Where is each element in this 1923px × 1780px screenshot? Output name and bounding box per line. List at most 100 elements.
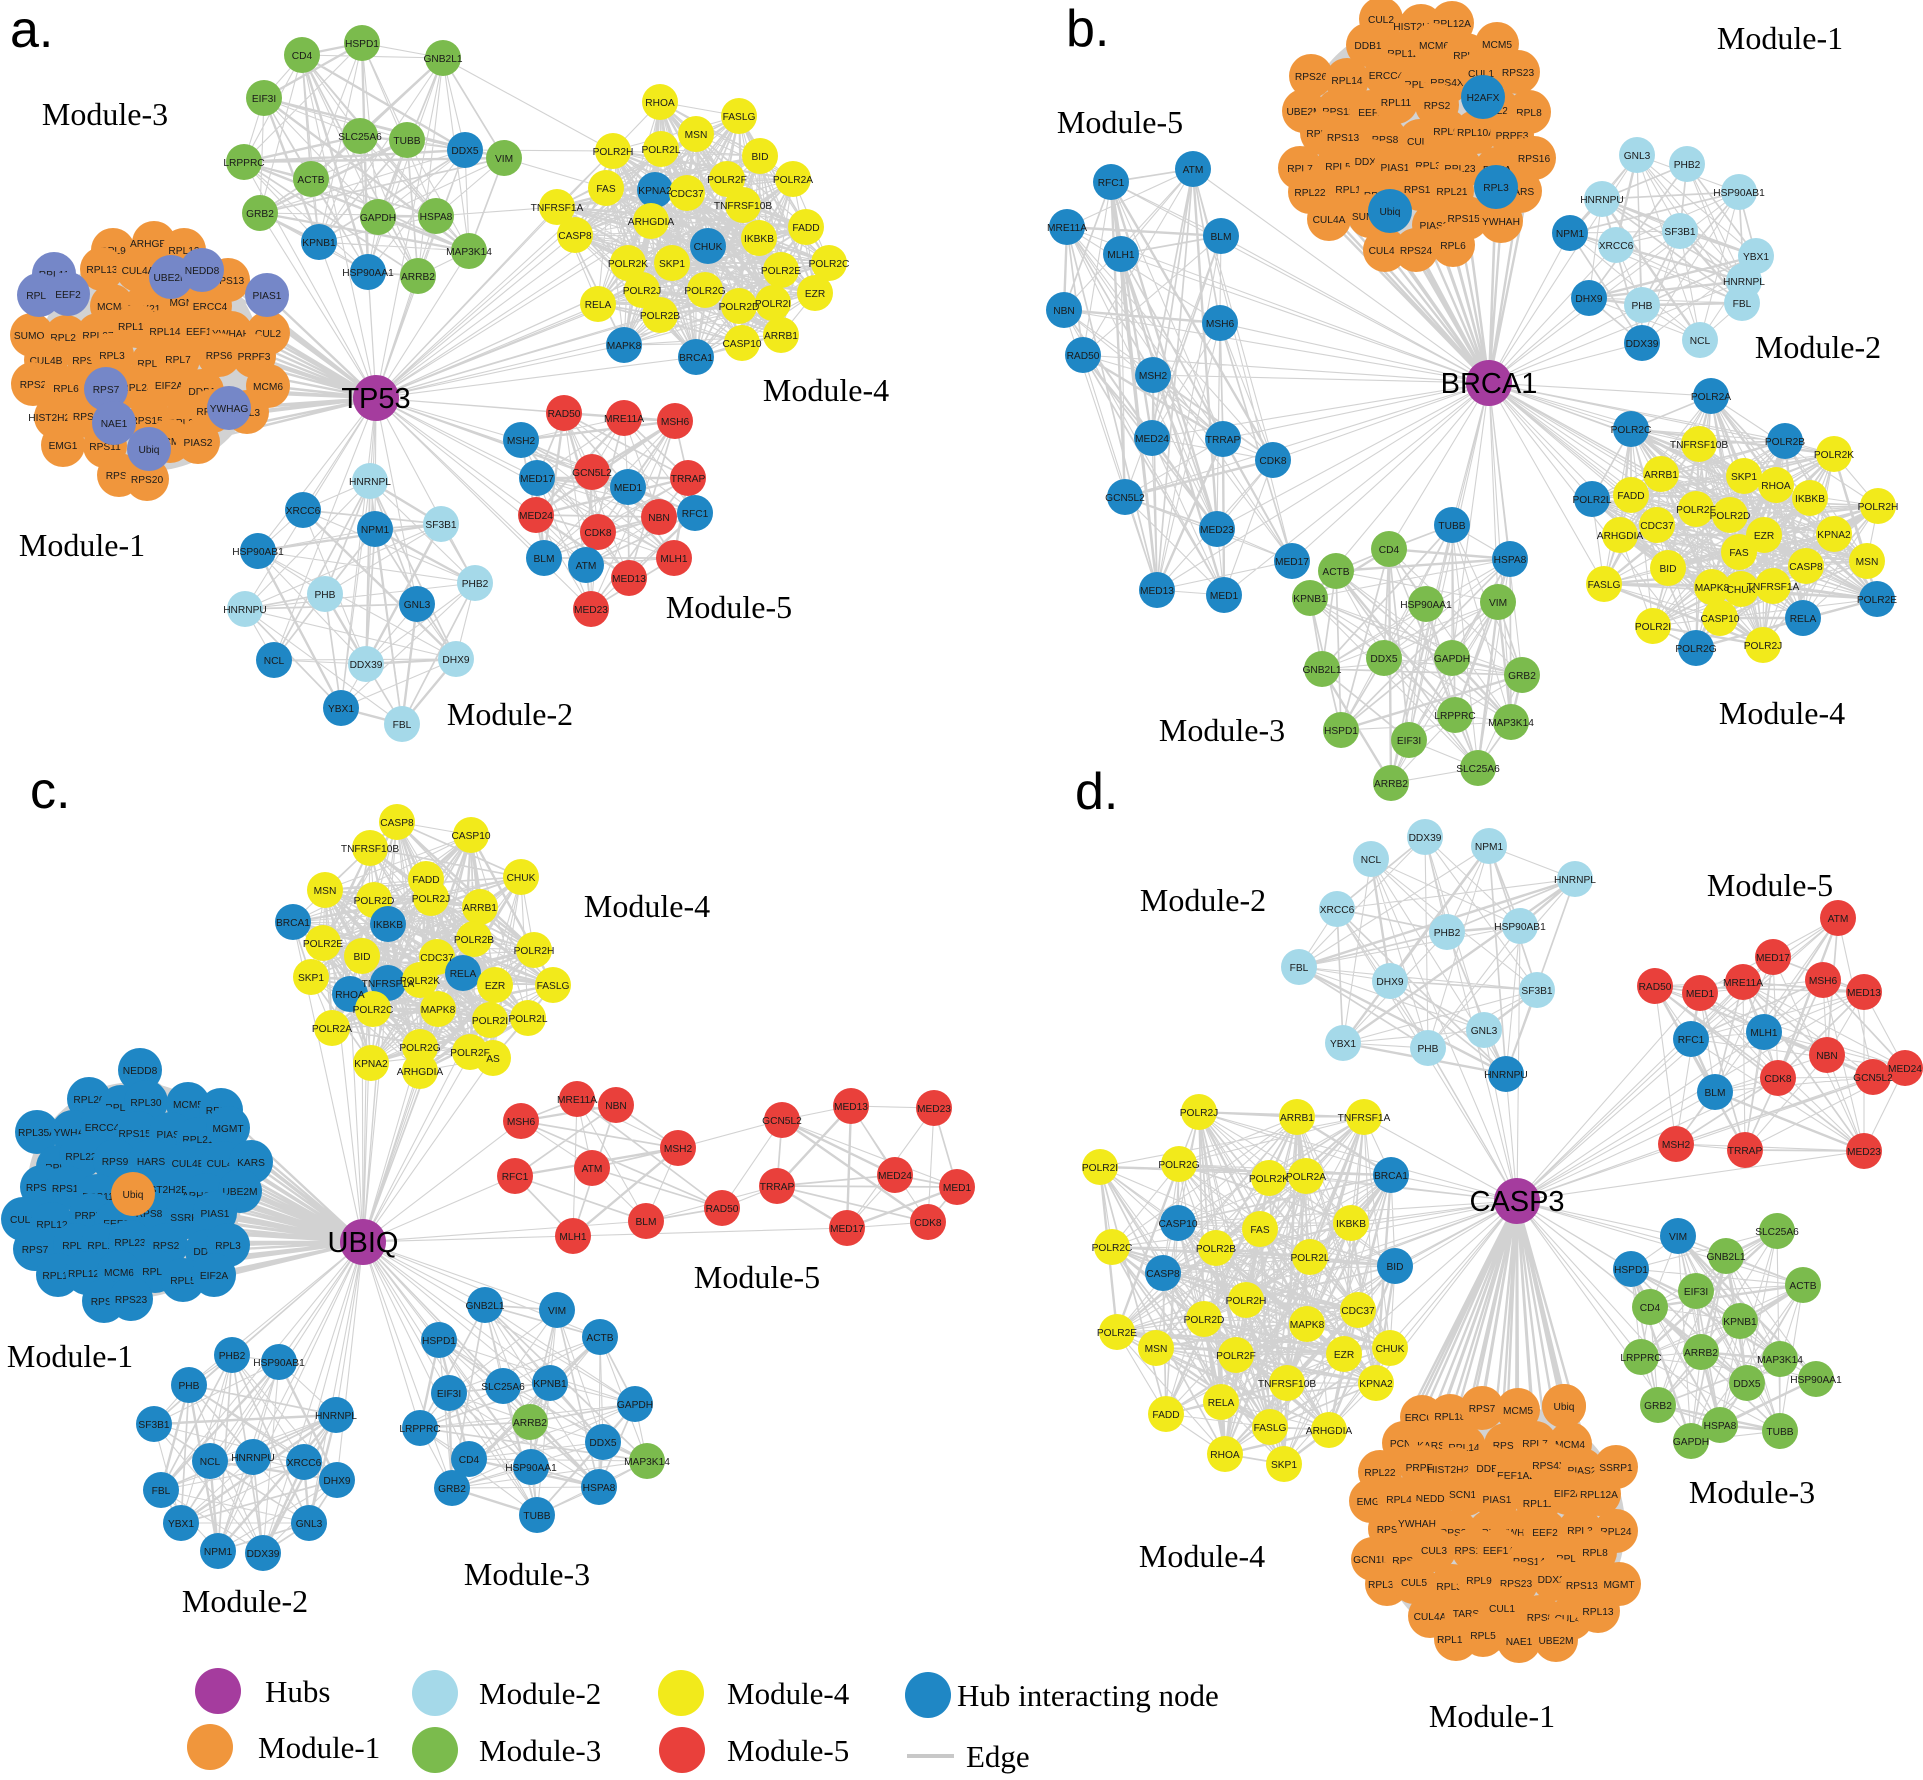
- svg-text:MRE11A: MRE11A: [557, 1095, 597, 1106]
- svg-text:MLH1: MLH1: [660, 554, 688, 565]
- svg-text:Module-4: Module-4: [1139, 1538, 1265, 1574]
- svg-text:RPL10A: RPL10A: [118, 322, 156, 333]
- svg-text:HNRNPU: HNRNPU: [223, 605, 267, 616]
- svg-text:RPL14: RPL14: [149, 327, 180, 338]
- svg-text:EIF3I: EIF3I: [1397, 736, 1421, 747]
- svg-text:KPNB1: KPNB1: [302, 238, 336, 249]
- svg-text:BRCA1: BRCA1: [679, 353, 713, 364]
- svg-text:EEF2: EEF2: [1358, 108, 1384, 119]
- svg-text:RPS4X: RPS4X: [1532, 1461, 1566, 1472]
- svg-text:BLM: BLM: [636, 1217, 657, 1228]
- svg-text:CASP8: CASP8: [1789, 562, 1823, 573]
- svg-text:Module-4: Module-4: [763, 372, 889, 408]
- svg-text:SSRP1: SSRP1: [1599, 1463, 1633, 1474]
- svg-text:RPS15A: RPS15A: [130, 416, 169, 427]
- svg-text:CD4: CD4: [292, 51, 313, 62]
- svg-text:RPL3: RPL3: [215, 1241, 241, 1252]
- svg-text:PHB2: PHB2: [219, 1351, 246, 1362]
- svg-text:POLR2F: POLR2F: [1676, 505, 1716, 516]
- svg-text:NCL: NCL: [1690, 336, 1711, 347]
- svg-text:b.: b.: [1066, 0, 1109, 58]
- svg-text:TUBB: TUBB: [523, 1511, 550, 1522]
- svg-text:RPS11: RPS11: [89, 442, 121, 453]
- svg-text:SKP1: SKP1: [659, 259, 685, 270]
- svg-text:PIAS2: PIAS2: [184, 438, 213, 449]
- svg-text:XRCC6: XRCC6: [1320, 905, 1355, 916]
- svg-text:DDB1: DDB1: [1354, 41, 1382, 52]
- svg-text:POLR2D: POLR2D: [1184, 1315, 1225, 1326]
- svg-text:Module-5: Module-5: [1057, 104, 1183, 140]
- svg-text:RPL11: RPL11: [1381, 98, 1412, 109]
- svg-text:TARS: TARS: [1453, 1609, 1480, 1620]
- svg-text:MED24: MED24: [1135, 434, 1169, 445]
- svg-text:Ubiq: Ubiq: [123, 1190, 144, 1201]
- svg-text:FAS: FAS: [1250, 1225, 1269, 1236]
- svg-text:HSPD1: HSPD1: [1614, 1265, 1648, 1276]
- svg-text:EZR: EZR: [485, 981, 505, 992]
- svg-text:UBE2M: UBE2M: [153, 273, 188, 284]
- svg-text:MED1: MED1: [614, 483, 643, 494]
- svg-text:TRRAP: TRRAP: [760, 1182, 795, 1193]
- svg-text:RPL5: RPL5: [1325, 162, 1351, 173]
- svg-text:CASP8: CASP8: [380, 818, 414, 829]
- svg-text:MED1: MED1: [1210, 591, 1239, 602]
- svg-text:MED24: MED24: [1888, 1064, 1922, 1075]
- svg-text:NBN: NBN: [605, 1101, 627, 1112]
- svg-text:RPS8: RPS8: [1527, 1613, 1554, 1624]
- svg-text:GNB2L1: GNB2L1: [423, 54, 462, 65]
- svg-text:KPNA2: KPNA2: [354, 1059, 388, 1070]
- svg-text:VIM: VIM: [1669, 1232, 1687, 1243]
- svg-text:POLR2K: POLR2K: [1249, 1174, 1289, 1185]
- svg-text:RPS7: RPS7: [22, 1245, 49, 1256]
- svg-text:NBN: NBN: [648, 513, 670, 524]
- svg-text:NBN: NBN: [1816, 1051, 1838, 1062]
- svg-text:TRRAP: TRRAP: [671, 474, 706, 485]
- svg-text:RPS3: RPS3: [1377, 1525, 1404, 1536]
- svg-text:HSP90AB1: HSP90AB1: [1494, 922, 1546, 933]
- svg-text:POLR2A: POLR2A: [1691, 392, 1731, 403]
- svg-text:H2AFX: H2AFX: [1467, 93, 1500, 104]
- svg-text:AS: AS: [486, 1054, 500, 1065]
- svg-text:MAPK8: MAPK8: [1695, 583, 1730, 594]
- svg-text:POLR2H: POLR2H: [1858, 502, 1899, 513]
- svg-text:MED1: MED1: [943, 1183, 972, 1194]
- svg-text:GCN5L2: GCN5L2: [1105, 493, 1145, 504]
- svg-text:GRB2: GRB2: [1644, 1401, 1672, 1412]
- svg-text:RPL12A: RPL12A: [1433, 19, 1471, 30]
- svg-text:NEDD8: NEDD8: [185, 266, 220, 277]
- svg-text:ATM: ATM: [1828, 914, 1849, 925]
- svg-text:TRRAP: TRRAP: [1728, 1146, 1763, 1157]
- svg-text:RPS15A: RPS15A: [118, 1129, 157, 1140]
- svg-text:CDK8: CDK8: [914, 1218, 942, 1229]
- svg-text:MAP3K14: MAP3K14: [1757, 1355, 1803, 1366]
- svg-text:RELA: RELA: [1790, 614, 1817, 625]
- svg-text:ARHGDIA: ARHGDIA: [628, 217, 675, 228]
- svg-text:ACTB: ACTB: [586, 1333, 613, 1344]
- svg-text:DHX9: DHX9: [1376, 977, 1404, 988]
- svg-text:FASLG: FASLG: [723, 112, 756, 123]
- svg-text:TP53: TP53: [341, 383, 410, 415]
- svg-text:RELA: RELA: [450, 969, 477, 980]
- svg-text:IKBKB: IKBKB: [1336, 1219, 1366, 1230]
- svg-text:NCL: NCL: [1361, 855, 1382, 866]
- svg-text:MCM6: MCM6: [104, 1268, 134, 1279]
- svg-text:PIAS1: PIAS1: [201, 1209, 230, 1220]
- svg-text:YWHAH: YWHAH: [1482, 217, 1520, 228]
- svg-text:FADD: FADD: [1152, 1410, 1179, 1421]
- svg-text:RPL30: RPL30: [1436, 1582, 1467, 1593]
- svg-text:CUL1: CUL1: [1468, 69, 1494, 80]
- svg-text:RPL11: RPL11: [39, 270, 70, 281]
- svg-text:RPS3: RPS3: [91, 1297, 118, 1308]
- svg-text:GNB2L1: GNB2L1: [1706, 1252, 1745, 1263]
- svg-text:RPL18: RPL18: [137, 359, 168, 370]
- svg-text:CDC37: CDC37: [1341, 1306, 1375, 1317]
- svg-text:RPL14: RPL14: [42, 1271, 73, 1282]
- svg-text:HSPA8: HSPA8: [1494, 555, 1527, 566]
- svg-text:KARS: KARS: [1417, 1441, 1445, 1452]
- svg-text:PHB: PHB: [315, 590, 336, 601]
- svg-text:BLM: BLM: [534, 554, 555, 565]
- svg-text:MSH6: MSH6: [507, 1117, 536, 1128]
- svg-text:PHB2: PHB2: [1674, 160, 1701, 171]
- svg-text:TUBB: TUBB: [393, 136, 420, 147]
- svg-text:PCNA: PCNA: [1390, 1439, 1419, 1450]
